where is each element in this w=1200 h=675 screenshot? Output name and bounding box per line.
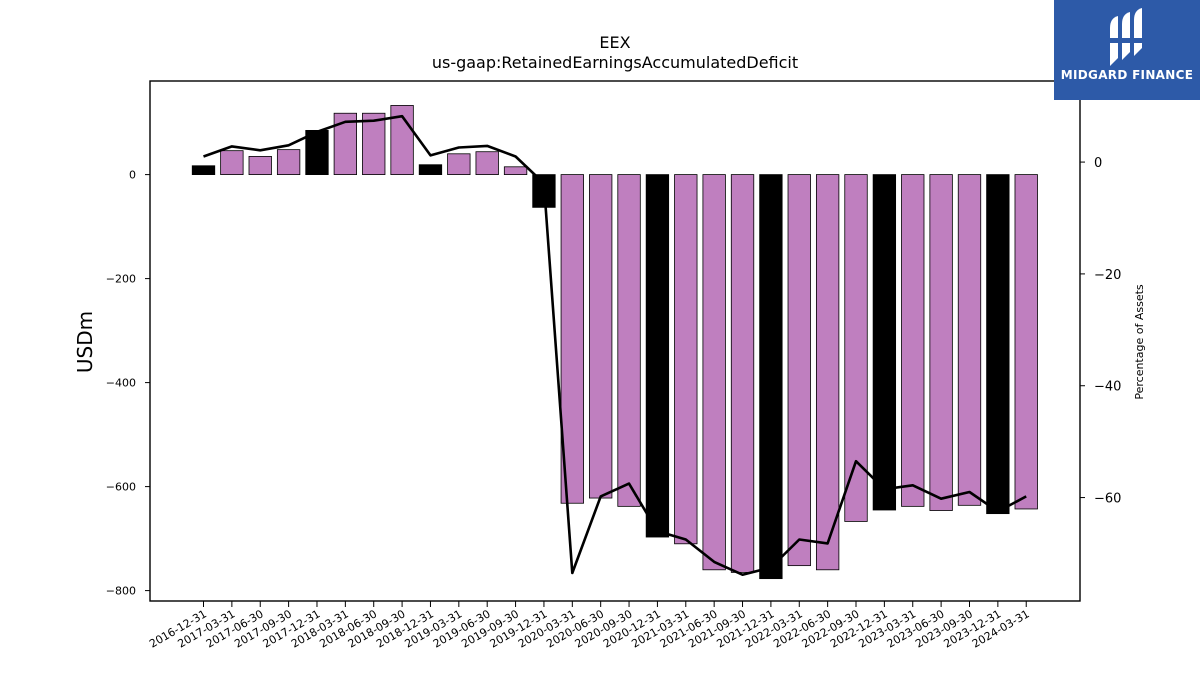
bar bbox=[220, 150, 244, 175]
bar bbox=[305, 129, 329, 175]
bar bbox=[1014, 174, 1038, 510]
chart-title: EEX bbox=[599, 33, 630, 52]
bar bbox=[362, 112, 386, 175]
bar bbox=[986, 174, 1010, 515]
bar bbox=[957, 174, 982, 506]
bar bbox=[787, 174, 811, 567]
bar bbox=[333, 112, 358, 175]
y-axis-left-label: USDm bbox=[73, 311, 97, 373]
y-left-tick-label: 0 bbox=[129, 169, 136, 182]
y-left-tick-label: −400 bbox=[106, 377, 136, 390]
bar bbox=[759, 174, 783, 580]
y-left-tick-label: −200 bbox=[106, 273, 136, 286]
bar bbox=[276, 149, 301, 175]
logo-text: MIDGARD FINANCE bbox=[1060, 68, 1194, 82]
bar bbox=[191, 165, 216, 175]
plot-frame bbox=[149, 80, 1081, 602]
bar bbox=[702, 174, 726, 571]
bar bbox=[418, 164, 443, 176]
bar bbox=[901, 174, 925, 507]
bar bbox=[872, 174, 897, 511]
axes-layer: 0−200−400−600−8000−20−40−602016-12-31201… bbox=[106, 80, 1121, 651]
bar bbox=[475, 151, 499, 176]
y-right-tick-label: −20 bbox=[1094, 268, 1121, 283]
bar bbox=[929, 174, 953, 511]
y-right-tick-label: −60 bbox=[1094, 492, 1121, 507]
bar bbox=[815, 174, 840, 571]
bar bbox=[674, 174, 698, 545]
y-right-tick-label: 0 bbox=[1094, 156, 1102, 171]
bar bbox=[730, 174, 755, 573]
line-layer bbox=[203, 114, 1027, 577]
midgard-finance-logo: MIDGARD FINANCE bbox=[1054, 0, 1200, 100]
logo-mark-icon bbox=[1108, 8, 1144, 66]
bar bbox=[645, 174, 670, 538]
bar bbox=[248, 155, 272, 175]
y-right-tick-label: −40 bbox=[1094, 380, 1121, 395]
bar bbox=[844, 174, 868, 522]
bar bbox=[617, 174, 641, 507]
bar bbox=[560, 174, 584, 504]
percentage-line bbox=[203, 114, 1027, 577]
bar bbox=[447, 153, 471, 176]
bars-layer bbox=[191, 105, 1038, 580]
y-left-tick-label: −800 bbox=[106, 585, 136, 598]
bar bbox=[503, 166, 528, 176]
y-left-tick-label: −600 bbox=[106, 481, 136, 494]
bar bbox=[589, 174, 613, 499]
chart-subtitle: us-gaap:RetainedEarningsAccumulatedDefic… bbox=[432, 53, 798, 72]
y-axis-right-label: Percentage of Assets bbox=[1133, 284, 1146, 400]
